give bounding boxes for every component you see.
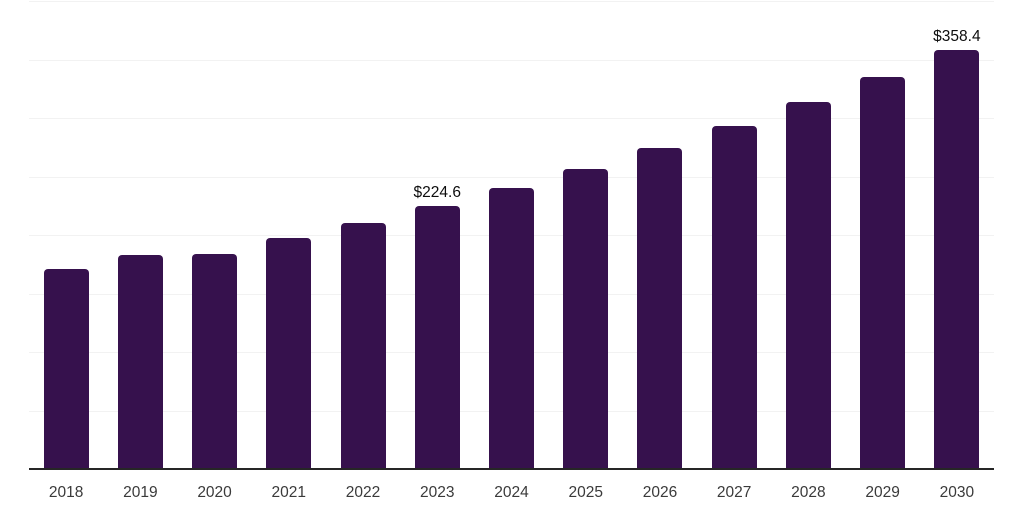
bar-2024 — [489, 188, 534, 469]
bar-2020 — [192, 253, 238, 469]
bar-2028 — [785, 102, 831, 469]
bar-value-label-2030: $358.4 — [933, 27, 981, 45]
x-axis-tick-label-2024: 2024 — [494, 484, 529, 501]
x-axis-tick-label-2018: 2018 — [48, 484, 84, 501]
bar-2030 — [934, 49, 980, 469]
x-axis-tick-label-2026: 2026 — [642, 484, 678, 501]
gridline — [29, 176, 994, 178]
x-axis-tick-label-2020: 2020 — [197, 484, 232, 501]
bar-2019 — [117, 255, 163, 469]
gridline — [29, 118, 994, 119]
bar-2018 — [43, 269, 89, 469]
x-axis-tick-label-2028: 2028 — [791, 484, 826, 501]
gridline — [29, 59, 994, 61]
x-axis-tick-label-2023: 2023 — [420, 484, 455, 501]
bar-2026 — [637, 147, 683, 469]
bar-2021 — [266, 238, 312, 469]
bar-2025 — [563, 168, 609, 469]
x-axis-tick-label-2019: 2019 — [123, 484, 158, 501]
x-axis-tick-label-2030: 2030 — [939, 484, 975, 501]
x-axis-tick-label-2029: 2029 — [865, 484, 900, 501]
x-axis-line — [29, 468, 994, 470]
gridline — [29, 1, 994, 2]
bar-2022 — [340, 222, 386, 469]
x-axis-tick-label-2027: 2027 — [716, 484, 752, 501]
bar-2027 — [711, 125, 757, 469]
bar-2029 — [860, 76, 906, 469]
bar-value-label-2023: $224.6 — [413, 184, 461, 202]
x-axis-tick-label-2021: 2021 — [271, 484, 307, 501]
x-axis-tick-label-2022: 2022 — [345, 484, 381, 501]
x-axis-tick-label-2025: 2025 — [568, 484, 603, 501]
bar-2023 — [414, 206, 460, 469]
plot-area: $224.6 $358.4 — [29, 1, 994, 469]
